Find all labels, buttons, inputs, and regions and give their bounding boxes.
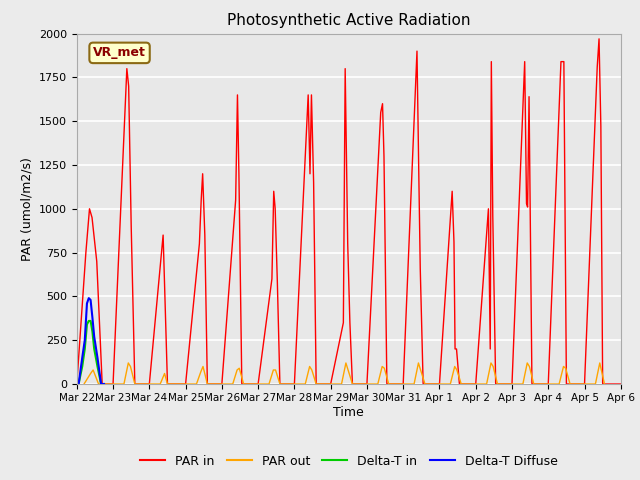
X-axis label: Time: Time [333, 406, 364, 419]
Y-axis label: PAR (umol/m2/s): PAR (umol/m2/s) [20, 157, 33, 261]
Title: Photosynthetic Active Radiation: Photosynthetic Active Radiation [227, 13, 470, 28]
Legend: PAR in, PAR out, Delta-T in, Delta-T Diffuse: PAR in, PAR out, Delta-T in, Delta-T Dif… [135, 450, 563, 473]
Text: VR_met: VR_met [93, 47, 146, 60]
